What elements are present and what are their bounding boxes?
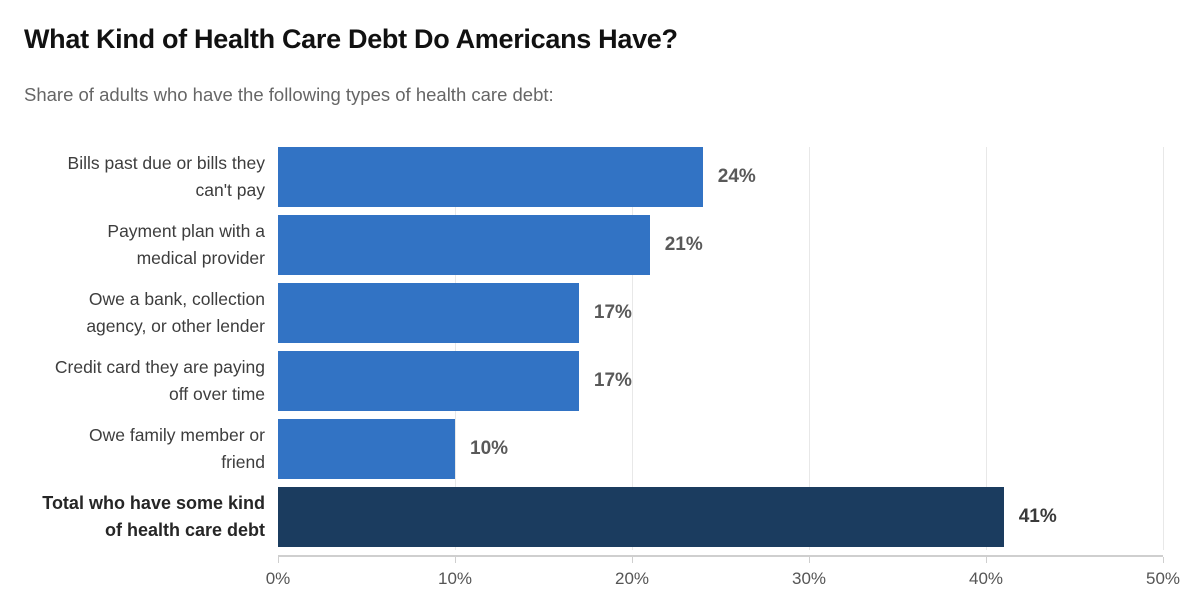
category-label: Owe a bank, collection agency, or other … xyxy=(0,283,278,343)
category-label-line: Owe family member or xyxy=(88,425,265,445)
category-label-line: can't pay xyxy=(195,180,266,200)
bar-area: 17% xyxy=(278,351,1163,411)
category-label-line: agency, or other lender xyxy=(86,316,265,336)
category-label: Bills past due or bills they can't pay xyxy=(0,147,278,207)
category-label: Credit card they are paying off over tim… xyxy=(0,351,278,411)
axis-tick-label: 40% xyxy=(968,569,1004,588)
bar-chart: Bills past due or bills they can't pay 2… xyxy=(0,147,1200,595)
axis-tick xyxy=(632,557,633,563)
axis-tick-label: 0% xyxy=(265,569,291,588)
category-label-line: friend xyxy=(221,452,265,472)
category-label-line: off over time xyxy=(169,384,265,404)
chart-row: Bills past due or bills they can't pay 2… xyxy=(0,147,1200,207)
page-title: What Kind of Health Care Debt Do America… xyxy=(24,24,678,54)
bar xyxy=(278,419,455,479)
bar-area: 21% xyxy=(278,215,1163,275)
bar-area: 17% xyxy=(278,283,1163,343)
bar-area: 10% xyxy=(278,419,1163,479)
chart-rows: Bills past due or bills they can't pay 2… xyxy=(0,147,1200,547)
bar-area: 24% xyxy=(278,147,1163,207)
chart-subtitle: Share of adults who have the following t… xyxy=(24,84,554,105)
axis-tick xyxy=(1163,557,1164,563)
axis-tick xyxy=(278,557,279,563)
category-label-line: of health care debt xyxy=(104,520,265,540)
category-label-line: Total who have some kind xyxy=(42,493,265,513)
category-label: Payment plan with a medical provider xyxy=(0,215,278,275)
bar xyxy=(278,351,579,411)
chart-row: Credit card they are paying off over tim… xyxy=(0,351,1200,411)
category-label-line: Payment plan with a xyxy=(107,221,265,241)
axis-tick-label: 10% xyxy=(437,569,473,588)
value-label: 24% xyxy=(717,166,756,187)
axis-tick-label: 20% xyxy=(614,569,650,588)
category-label-line: Owe a bank, collection xyxy=(88,289,265,309)
axis-tick-label: 50% xyxy=(1145,569,1181,588)
value-label: 17% xyxy=(593,370,632,391)
bar xyxy=(278,147,703,207)
bar-area: 41% xyxy=(278,487,1163,547)
bar xyxy=(278,487,1004,547)
axis-tick-label: 30% xyxy=(791,569,827,588)
axis-tick xyxy=(809,557,810,563)
chart-row-total: Total who have some kind of health care … xyxy=(0,487,1200,547)
value-label: 10% xyxy=(470,438,509,459)
category-label-line: Bills past due or bills they xyxy=(67,153,265,173)
category-label: Total who have some kind of health care … xyxy=(0,487,278,547)
axis-tick xyxy=(986,557,987,563)
value-label: 17% xyxy=(593,302,632,323)
chart-row: Payment plan with a medical provider 21% xyxy=(0,215,1200,275)
bar xyxy=(278,283,579,343)
chart-row: Owe family member or friend 10% xyxy=(0,419,1200,479)
bar xyxy=(278,215,650,275)
category-label-line: medical provider xyxy=(136,248,265,268)
category-label: Owe family member or friend xyxy=(0,419,278,479)
value-label: 41% xyxy=(1018,506,1057,527)
x-axis: 0% 10% 20% 30% 40% 50% xyxy=(266,555,1180,595)
category-label-line: Credit card they are paying xyxy=(54,357,265,377)
chart-row: Owe a bank, collection agency, or other … xyxy=(0,283,1200,343)
value-label: 21% xyxy=(664,234,703,255)
axis-tick xyxy=(455,557,456,563)
